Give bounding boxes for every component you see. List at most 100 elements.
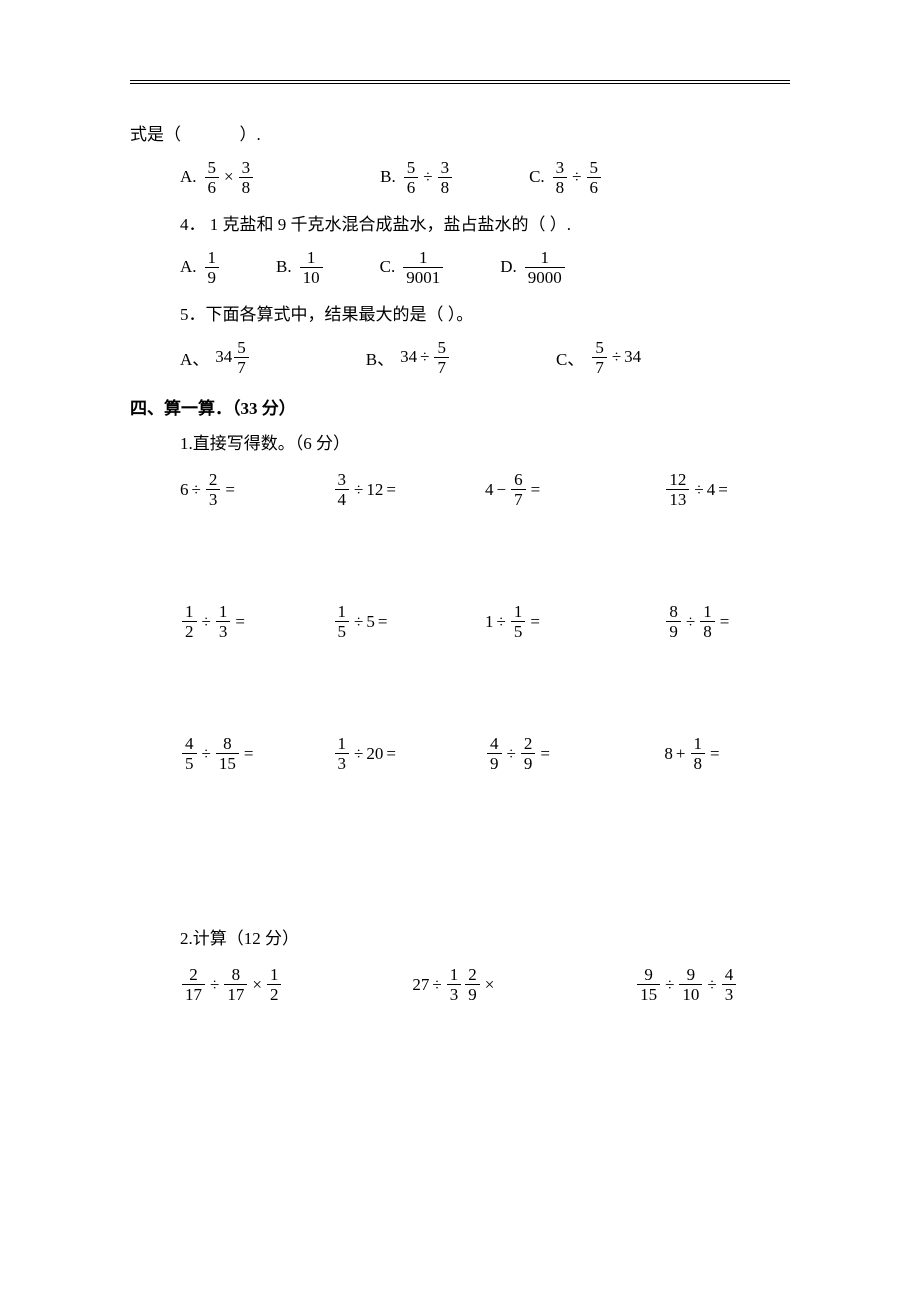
calc-cell: 89÷18= (664, 602, 790, 642)
fraction: 19001 (403, 249, 443, 286)
opt-label: A. (180, 257, 197, 277)
q3-opt-C[interactable]: C. 38 ÷ 56 (529, 159, 603, 196)
sub-2: 2.计算（12 分） (130, 924, 790, 949)
fraction: 67 (511, 471, 526, 508)
fraction: 12 (267, 966, 282, 1003)
q4-text: 4． 1 克盐和 9 千克水混合成盐水，盐占盐水的（ ）. (130, 206, 790, 243)
calc-cell: 8+18= (664, 734, 790, 774)
calc-cell: 49÷29= (485, 734, 664, 774)
fraction: 19 (205, 249, 220, 286)
fraction: 57 (434, 339, 449, 376)
q3-options: A. 56 × 38 B. 56 ÷ 38 C. 38 ÷ 56 (130, 159, 790, 196)
q4-opt-D[interactable]: D. 19000 (500, 249, 567, 286)
q4-opt-C[interactable]: C. 19001 (380, 249, 446, 286)
fraction: 56 (587, 159, 602, 196)
calc-row: 6÷23=34÷12=4−67=1213÷4= (180, 470, 790, 510)
fraction: 12 (182, 603, 197, 640)
calc2-row: 217÷817×12 27÷1329× 915÷910÷43 (180, 965, 790, 1005)
fraction: 15 (335, 603, 350, 640)
opt-label: D. (500, 257, 517, 277)
opt-label: A. (180, 167, 197, 187)
fraction: 13 (447, 966, 462, 1003)
fraction: 217 (182, 966, 205, 1003)
op: ÷ (572, 167, 581, 187)
q5-body: 5．下面各算式中，结果最大的是（ ）。 (180, 297, 473, 333)
q3-continuation: 式是（ ）. (130, 116, 790, 153)
fraction: 910 (679, 966, 702, 1003)
fraction: 110 (300, 249, 323, 286)
q4-opt-A[interactable]: A. 19 (180, 249, 221, 286)
calc-cell: 4−67= (485, 470, 664, 510)
opt-label: A、 (180, 345, 209, 370)
fraction: 38 (239, 159, 254, 196)
mental-calc-grid: 6÷23=34÷12=4−67=1213÷4= 12÷13=15÷5=1÷15=8… (130, 470, 790, 774)
section-4-heading: 四、算一算．（33 分） (130, 394, 790, 419)
fraction: 815 (216, 735, 239, 772)
int: 34 (215, 347, 232, 367)
q3-opt-A[interactable]: A. 56 × 38 (180, 159, 255, 196)
calc-cell: 1213÷4= (664, 470, 790, 510)
fraction: 1213 (666, 471, 689, 508)
page: 式是（ ）. A. 56 × 38 B. 56 ÷ 38 C. 38 ÷ 56 … (0, 0, 920, 1302)
fraction: 45 (182, 735, 197, 772)
opt-label: C、 (556, 345, 584, 370)
op: ÷ (420, 347, 429, 367)
q5-opt-C[interactable]: C、 57 ÷ 34 (556, 339, 641, 376)
calc-cell: 45÷815= (180, 734, 333, 774)
fraction: 56 (205, 159, 220, 196)
opt-label: C. (380, 257, 396, 277)
fraction: 56 (404, 159, 419, 196)
q3-text-a: 式是（ (130, 117, 181, 153)
calc2-item: 915÷910÷43 (635, 965, 790, 1005)
fraction: 15 (511, 603, 526, 640)
calc-row: 12÷13=15÷5=1÷15=89÷18= (180, 602, 790, 642)
opt-label: B、 (366, 345, 394, 370)
long-calc-grid: 217÷817×12 27÷1329× 915÷910÷43 (130, 965, 790, 1005)
q4-body: 4． 1 克盐和 9 千克水混合成盐水，盐占盐水的（ ）. (180, 207, 571, 243)
sub-1: 1.直接写得数。（6 分） (130, 429, 790, 454)
calc-cell: 6÷23= (180, 470, 333, 510)
q3-text-b: ）. (240, 117, 261, 153)
fraction: 29 (521, 735, 536, 772)
fraction: 38 (553, 159, 568, 196)
fraction: 13 (335, 735, 350, 772)
q3-opt-B[interactable]: B. 56 ÷ 38 (380, 159, 454, 196)
opt-label: C. (529, 167, 545, 187)
op: ÷ (423, 167, 432, 187)
opt-label: B. (380, 167, 396, 187)
opt-label: B. (276, 257, 292, 277)
fraction: 18 (700, 603, 715, 640)
fraction: 817 (224, 966, 247, 1003)
q4-options: A. 19 B. 110 C. 19001 D. 19000 (130, 249, 790, 286)
int: 34 (400, 347, 417, 367)
q4-opt-B[interactable]: B. 110 (276, 249, 325, 286)
fraction: 23 (206, 471, 221, 508)
q5-opt-A[interactable]: A、 34 57 (180, 339, 251, 376)
fraction: 34 (335, 471, 350, 508)
op: × (224, 167, 234, 187)
header-rule (130, 80, 790, 84)
calc-cell: 34÷12= (333, 470, 486, 510)
fraction: 13 (216, 603, 231, 640)
fraction: 29 (465, 966, 480, 1003)
q5-opt-B[interactable]: B、 34 ÷ 57 (366, 339, 451, 376)
fraction: 57 (234, 339, 249, 376)
int: 34 (624, 347, 641, 367)
op: ÷ (612, 347, 621, 367)
calc2-item: 27÷1329× (412, 965, 635, 1005)
fraction: 38 (438, 159, 453, 196)
fraction: 915 (637, 966, 660, 1003)
calc-row: 45÷815=13÷20=49÷29=8+18= (180, 734, 790, 774)
calc-cell: 13÷20= (333, 734, 486, 774)
fraction: 57 (592, 339, 607, 376)
fraction: 49 (487, 735, 502, 772)
fraction: 19000 (525, 249, 565, 286)
calc-cell: 12÷13= (180, 602, 333, 642)
calc-cell: 1÷15= (485, 602, 664, 642)
q5-text: 5．下面各算式中，结果最大的是（ ）。 (130, 296, 790, 333)
q5-options: A、 34 57 B、 34 ÷ 57 C、 57 ÷ 34 (130, 339, 790, 376)
calc2-item: 217÷817×12 (180, 965, 412, 1005)
fraction: 18 (691, 735, 706, 772)
fraction: 89 (666, 603, 681, 640)
fraction: 43 (722, 966, 737, 1003)
